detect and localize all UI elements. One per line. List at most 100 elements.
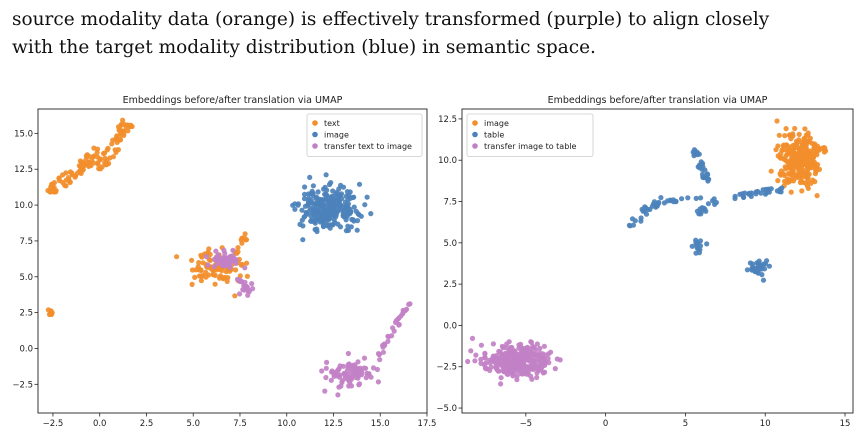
- data-point: [810, 154, 816, 160]
- data-point: [465, 358, 471, 365]
- data-point: [86, 160, 92, 166]
- data-point: [217, 256, 223, 262]
- data-point: [300, 237, 306, 243]
- data-point: [317, 200, 323, 206]
- data-point: [775, 143, 781, 149]
- data-point: [295, 202, 301, 208]
- series-transfer-image-to-table: [465, 335, 563, 387]
- data-point: [49, 181, 55, 187]
- data-point: [656, 199, 662, 206]
- data-point: [503, 345, 509, 351]
- data-point: [338, 191, 345, 197]
- data-point: [541, 343, 548, 349]
- data-point: [768, 168, 774, 174]
- data-point: [487, 360, 493, 366]
- data-point: [509, 355, 515, 361]
- data-point: [110, 137, 116, 143]
- data-point: [490, 353, 496, 359]
- data-point: [359, 372, 365, 378]
- data-point: [396, 322, 402, 328]
- data-point: [782, 178, 788, 184]
- data-point: [482, 351, 488, 357]
- data-point: [90, 154, 96, 160]
- data-point: [239, 240, 245, 246]
- data-point: [357, 365, 363, 371]
- data-point: [796, 131, 802, 137]
- data-point: [341, 206, 347, 212]
- legend: text image transfer text to image: [306, 113, 423, 157]
- right-chart: Embeddings before/after translation via …: [436, 95, 854, 429]
- data-point: [528, 373, 534, 379]
- y-tick-label: 12.5: [438, 115, 457, 125]
- data-point: [806, 138, 812, 144]
- data-point: [793, 163, 799, 169]
- legend-label: text: [324, 119, 340, 128]
- series-text: [45, 117, 250, 318]
- data-point: [385, 333, 391, 339]
- data-point: [505, 359, 511, 365]
- data-point: [315, 189, 321, 195]
- y-tick-label: −2.5: [436, 363, 457, 373]
- data-point: [658, 195, 664, 201]
- data-point: [799, 188, 805, 194]
- data-point: [514, 377, 520, 383]
- data-point: [759, 272, 765, 278]
- data-point: [518, 359, 524, 365]
- data-point: [694, 152, 701, 158]
- data-point: [775, 153, 781, 159]
- data-point: [222, 274, 228, 281]
- data-point: [48, 187, 54, 193]
- data-point: [742, 190, 748, 196]
- data-point: [377, 357, 383, 363]
- data-point: [747, 191, 753, 197]
- data-point: [380, 349, 386, 355]
- data-point: [104, 158, 110, 164]
- data-point: [696, 250, 703, 256]
- data-point: [343, 193, 349, 199]
- data-point: [326, 195, 332, 201]
- data-point: [540, 370, 547, 376]
- data-point: [222, 250, 228, 256]
- y-tick-label: 2.5: [19, 309, 33, 319]
- data-point: [322, 205, 328, 211]
- data-point: [69, 170, 75, 176]
- data-point: [788, 189, 794, 195]
- data-point: [557, 357, 563, 363]
- data-point: [323, 374, 329, 381]
- data-point: [346, 363, 352, 369]
- y-tick-label: 7.5: [19, 237, 33, 247]
- data-point: [320, 222, 326, 228]
- data-point: [97, 156, 103, 162]
- data-point: [79, 164, 85, 170]
- data-point: [787, 132, 793, 138]
- data-point: [121, 121, 127, 127]
- data-point: [312, 218, 318, 224]
- data-point: [174, 254, 180, 260]
- data-point: [361, 355, 368, 361]
- y-tick-label: 15.0: [14, 129, 33, 139]
- data-point: [221, 262, 227, 269]
- data-point: [198, 252, 204, 258]
- data-point: [490, 341, 496, 347]
- x-tick-label: 5: [683, 419, 688, 429]
- data-point: [237, 273, 243, 279]
- data-point: [514, 373, 520, 379]
- data-point: [72, 174, 78, 180]
- data-point: [336, 384, 342, 390]
- data-point: [329, 368, 335, 374]
- data-point: [796, 172, 802, 178]
- data-point: [381, 341, 387, 347]
- data-point: [299, 207, 305, 213]
- data-point: [356, 381, 363, 387]
- data-point: [705, 172, 711, 178]
- data-point: [211, 256, 217, 262]
- data-point: [816, 147, 822, 153]
- data-point: [504, 371, 510, 377]
- data-point: [337, 363, 343, 369]
- data-point: [297, 221, 303, 227]
- axes-frame: [37, 108, 428, 414]
- data-point: [814, 152, 820, 158]
- data-point: [244, 260, 250, 266]
- data-point: [233, 267, 239, 273]
- data-point: [778, 172, 784, 178]
